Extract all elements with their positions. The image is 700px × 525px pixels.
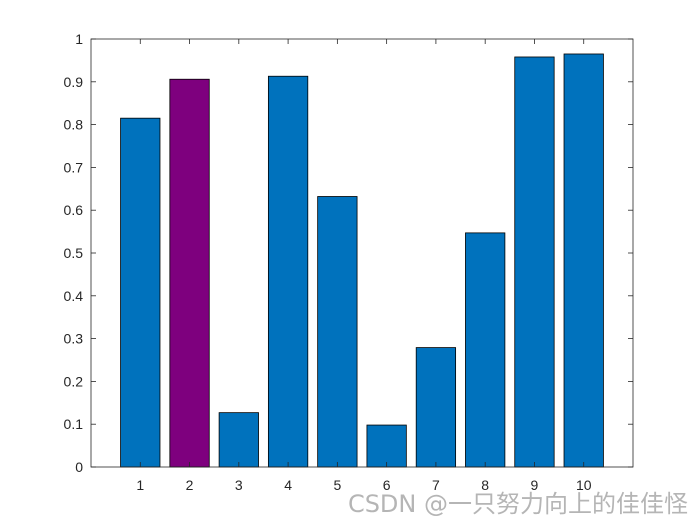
y-tick-label: 0 bbox=[75, 459, 83, 475]
y-tick-label: 0.9 bbox=[64, 74, 84, 90]
x-tick-label: 2 bbox=[186, 477, 194, 493]
y-tick-label: 0.4 bbox=[64, 288, 84, 304]
x-tick-label: 8 bbox=[481, 477, 489, 493]
bar-9 bbox=[514, 56, 555, 468]
x-tick-label: 1 bbox=[136, 477, 144, 493]
x-tick-label: 9 bbox=[531, 477, 539, 493]
x-tick-label: 3 bbox=[235, 477, 243, 493]
y-tick-label: 1 bbox=[75, 31, 83, 47]
x-tick-label: 5 bbox=[333, 477, 341, 493]
bar-2 bbox=[169, 78, 210, 468]
y-tick-label: 0.6 bbox=[64, 202, 84, 218]
y-tick-label: 0.5 bbox=[64, 245, 84, 261]
bar-8 bbox=[465, 232, 506, 468]
x-tick-label: 10 bbox=[576, 477, 592, 493]
bar-3 bbox=[218, 412, 259, 468]
x-tick-label: 4 bbox=[284, 477, 292, 493]
y-tick-label: 0.2 bbox=[64, 373, 84, 389]
bars bbox=[120, 53, 604, 468]
bar-10 bbox=[563, 53, 604, 468]
x-tick-label: 7 bbox=[432, 477, 440, 493]
ticks: 0 0.1 0.2 0.3 0.4 0.5 0.6 0.7 0.8 0.9 1 1 2 3 4 5 6 7 8 9 10 bbox=[64, 31, 633, 493]
y-tick-label: 0.7 bbox=[64, 159, 84, 175]
bar-6 bbox=[366, 424, 407, 468]
bar-7 bbox=[415, 347, 457, 468]
bar-5 bbox=[317, 196, 358, 468]
bar-1 bbox=[120, 117, 161, 468]
y-tick-label: 0.3 bbox=[64, 331, 84, 347]
y-tick-label: 0.1 bbox=[64, 416, 84, 432]
x-tick-label: 6 bbox=[383, 477, 391, 493]
y-tick-label: 0.8 bbox=[64, 117, 84, 133]
bar-4 bbox=[267, 75, 309, 468]
